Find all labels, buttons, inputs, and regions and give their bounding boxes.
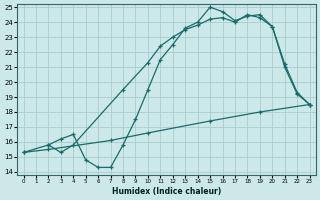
X-axis label: Humidex (Indice chaleur): Humidex (Indice chaleur) bbox=[112, 187, 221, 196]
